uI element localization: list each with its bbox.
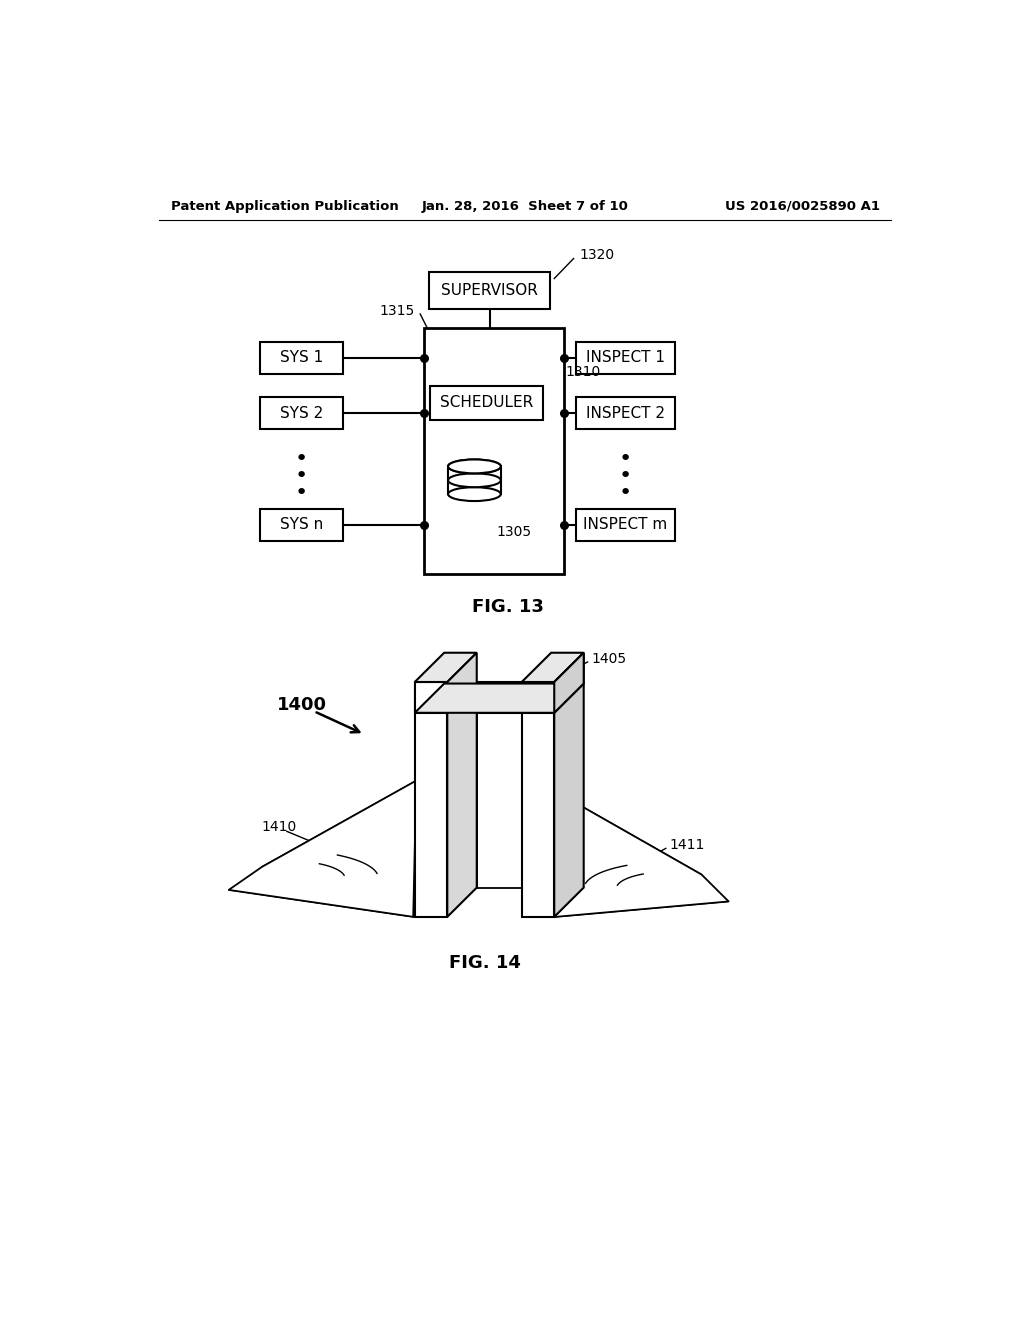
Text: US 2016/0025890 A1: US 2016/0025890 A1	[725, 199, 880, 213]
Text: SUPERVISOR: SUPERVISOR	[441, 282, 539, 298]
Polygon shape	[521, 682, 554, 917]
Text: SYS 2: SYS 2	[280, 405, 324, 421]
Text: 1305: 1305	[496, 525, 531, 539]
FancyBboxPatch shape	[260, 342, 343, 374]
Text: SCHEDULER: SCHEDULER	[440, 396, 534, 411]
Ellipse shape	[449, 459, 501, 474]
Text: •: •	[295, 466, 308, 486]
Polygon shape	[415, 682, 554, 713]
FancyBboxPatch shape	[430, 385, 543, 420]
Text: INSPECT 1: INSPECT 1	[586, 350, 665, 366]
Text: 1320: 1320	[580, 248, 615, 263]
Text: 1411: 1411	[669, 838, 705, 853]
FancyBboxPatch shape	[575, 397, 675, 429]
Text: 1410: 1410	[261, 820, 297, 834]
Text: SYS 1: SYS 1	[280, 350, 324, 366]
Polygon shape	[415, 653, 477, 682]
FancyBboxPatch shape	[429, 272, 550, 309]
Polygon shape	[415, 684, 584, 713]
Text: •: •	[618, 449, 632, 469]
FancyBboxPatch shape	[260, 508, 343, 541]
FancyBboxPatch shape	[575, 342, 675, 374]
Text: DB: DB	[464, 459, 484, 474]
Ellipse shape	[449, 459, 501, 474]
Text: •: •	[295, 483, 308, 503]
FancyBboxPatch shape	[424, 327, 563, 574]
FancyBboxPatch shape	[260, 397, 343, 429]
Text: •: •	[618, 483, 632, 503]
Ellipse shape	[449, 487, 501, 502]
Ellipse shape	[449, 474, 501, 487]
Text: SYS n: SYS n	[280, 517, 324, 532]
FancyBboxPatch shape	[575, 508, 675, 541]
Text: INSPECT m: INSPECT m	[584, 517, 668, 532]
Polygon shape	[447, 653, 477, 917]
Polygon shape	[521, 653, 584, 682]
Polygon shape	[228, 780, 417, 917]
Text: 1315: 1315	[380, 304, 415, 318]
Polygon shape	[554, 653, 584, 713]
Polygon shape	[554, 653, 584, 917]
Polygon shape	[415, 682, 447, 917]
Text: •: •	[618, 466, 632, 486]
Text: INSPECT 2: INSPECT 2	[586, 405, 665, 421]
Text: FIG. 13: FIG. 13	[472, 598, 544, 616]
Text: 1400: 1400	[276, 696, 327, 714]
Text: Patent Application Publication: Patent Application Publication	[171, 199, 398, 213]
Text: •: •	[295, 449, 308, 469]
Text: FIG. 14: FIG. 14	[449, 954, 520, 972]
Text: 1405: 1405	[592, 652, 627, 665]
Polygon shape	[553, 789, 729, 917]
Text: Jan. 28, 2016  Sheet 7 of 10: Jan. 28, 2016 Sheet 7 of 10	[421, 199, 629, 213]
Text: 1310: 1310	[566, 364, 601, 379]
